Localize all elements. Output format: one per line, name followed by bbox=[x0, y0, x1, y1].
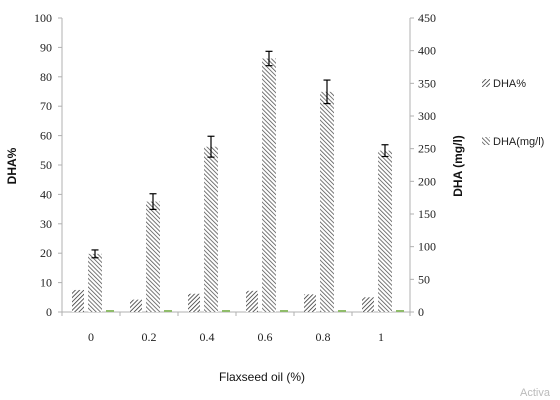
bar-dha-percent bbox=[304, 294, 316, 312]
legend-swatch-dha-mgl bbox=[482, 137, 490, 145]
x-tick-label: 0 bbox=[88, 330, 94, 344]
y-right-tick-label: 450 bbox=[418, 11, 436, 25]
y-left-tick-label: 50 bbox=[40, 158, 52, 172]
x-tick-label: 1 bbox=[378, 330, 384, 344]
bar-dha-mgl bbox=[320, 91, 334, 313]
y-left-tick-label: 30 bbox=[40, 217, 52, 231]
bar-baseline-marker bbox=[164, 310, 172, 312]
bar-baseline-marker bbox=[106, 310, 114, 312]
bar-dha-percent bbox=[246, 290, 258, 312]
y-right-tick-label: 50 bbox=[418, 272, 430, 286]
x-axis-title: Flaxseed oil (%) bbox=[219, 370, 305, 384]
bar-dha-mgl bbox=[88, 253, 102, 312]
bar-baseline-marker bbox=[222, 310, 230, 312]
y-right-tick-label: 400 bbox=[418, 44, 436, 58]
bar-baseline-marker bbox=[338, 310, 346, 312]
bar-baseline-marker bbox=[280, 310, 288, 312]
y-left-tick-label: 40 bbox=[40, 187, 52, 201]
bar-dha-mgl bbox=[204, 146, 218, 312]
x-tick-label: 0.8 bbox=[316, 330, 331, 344]
y-right-tick-label: 0 bbox=[418, 305, 424, 319]
y-left-tick-label: 10 bbox=[40, 276, 52, 290]
y-left-tick-label: 0 bbox=[46, 305, 52, 319]
y-right-tick-label: 100 bbox=[418, 240, 436, 254]
bar-dha-percent bbox=[130, 299, 142, 312]
watermark-text: Activa bbox=[520, 387, 551, 399]
bar-dha-mgl bbox=[378, 150, 392, 312]
x-tick-label: 0.4 bbox=[200, 330, 215, 344]
x-tick-label: 0.2 bbox=[142, 330, 157, 344]
bar-dha-mgl bbox=[146, 201, 160, 312]
bar-dha-percent bbox=[72, 289, 84, 312]
y-left-tick-label: 90 bbox=[40, 40, 52, 54]
bar-baseline-marker bbox=[396, 310, 404, 312]
y-left-tick-label: 80 bbox=[40, 70, 52, 84]
x-tick-label: 0.6 bbox=[258, 330, 273, 344]
bar-dha-percent bbox=[362, 297, 374, 312]
bar-dha-mgl bbox=[262, 58, 276, 312]
y-left-tick-label: 60 bbox=[40, 129, 52, 143]
y-left-tick-label: 20 bbox=[40, 246, 52, 260]
y-right-tick-label: 200 bbox=[418, 174, 436, 188]
y-right-tick-label: 300 bbox=[418, 109, 436, 123]
y-axis-title-left: DHA% bbox=[5, 147, 19, 184]
y-left-tick-label: 100 bbox=[34, 11, 52, 25]
y-right-tick-label: 250 bbox=[418, 142, 436, 156]
y-axis-title-right: DHA (mg/l) bbox=[451, 135, 465, 197]
y-left-tick-label: 70 bbox=[40, 99, 52, 113]
y-right-tick-label: 350 bbox=[418, 76, 436, 90]
legend-label-dha-mgl: DHA(mg/l) bbox=[493, 136, 544, 148]
legend-swatch-dha-percent bbox=[482, 79, 490, 87]
legend-label-dha-percent: DHA% bbox=[493, 78, 526, 90]
y-right-tick-label: 150 bbox=[418, 207, 436, 221]
bar-dha-percent bbox=[188, 293, 200, 312]
